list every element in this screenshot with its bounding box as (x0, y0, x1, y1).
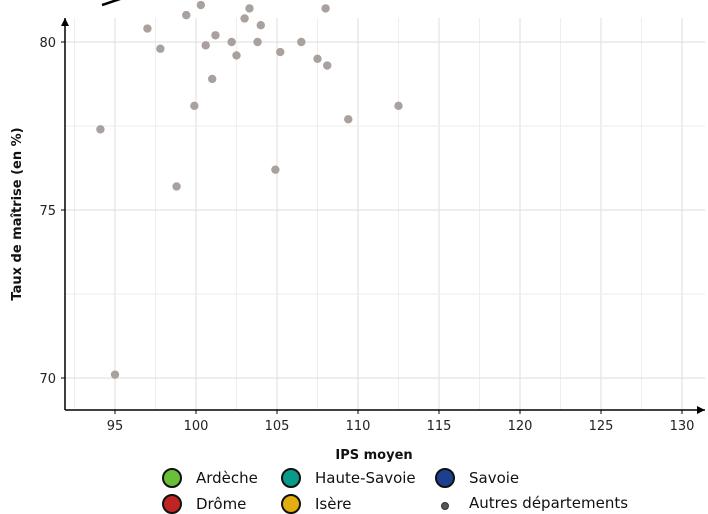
legend-item-ardeche: Ardèche (162, 468, 258, 488)
legend: Ardèche Haute-Savoie Savoie Drôme Isère … (0, 462, 708, 514)
legend-item-haute-savoie: Haute-Savoie (281, 468, 416, 488)
other-department-point (182, 10, 191, 20)
x-tick-label: 95 (107, 419, 124, 434)
legend-label-isere: Isère (315, 495, 352, 513)
legend-swatch-ardeche (162, 468, 182, 488)
legend-label-drome: Drôme (196, 495, 247, 513)
legend-label-savoie: Savoie (469, 469, 520, 487)
other-department-point (211, 31, 220, 40)
other-department-point (240, 14, 249, 23)
other-department-point (276, 47, 285, 57)
x-tick-label: 100 (184, 419, 209, 434)
gridlines (65, 18, 705, 410)
legend-item-autres: Autres départements (435, 494, 628, 512)
legend-item-drome: Drôme (162, 494, 246, 514)
y-tick-label: 70 (39, 372, 56, 387)
other-department-point (321, 4, 330, 13)
trend-line (101, 0, 121, 7)
other-department-point (190, 101, 199, 111)
x-tick-labels: 95 100 105 110 115 120 125 130 (107, 410, 695, 434)
other-department-point (245, 4, 254, 13)
other-department-point (344, 115, 353, 124)
other-department-point (394, 101, 403, 111)
x-tick-label: 115 (427, 419, 452, 434)
legend-swatch-autres (441, 502, 449, 510)
other-department-point (323, 61, 332, 70)
x-tick-label: 130 (670, 419, 695, 434)
x-tick-label: 105 (265, 419, 290, 434)
axes (61, 18, 705, 414)
x-tick-label: 125 (589, 419, 614, 434)
other-department-point (297, 37, 306, 47)
legend-label-haute-savoie: Haute-Savoie (315, 469, 416, 487)
other-department-point (232, 51, 241, 60)
legend-label-ardeche: Ardèche (196, 469, 258, 487)
x-axis-title: IPS moyen (335, 448, 412, 462)
x-axis-arrow (697, 406, 705, 414)
legend-item-isere: Isère (281, 494, 352, 514)
other-department-point (201, 41, 210, 50)
y-tick-label: 80 (39, 36, 56, 51)
trend-line-group (101, 0, 121, 7)
other-department-point (196, 0, 206, 10)
other-department-point (256, 21, 265, 30)
other-department-point (143, 24, 152, 33)
other-department-point (208, 74, 217, 84)
x-tick-label: 120 (508, 419, 533, 434)
legend-swatch-isere (281, 494, 301, 514)
other-department-point (96, 125, 105, 134)
other-departments-points (96, 0, 403, 379)
legend-item-savoie: Savoie (435, 468, 519, 488)
y-axis-title: Taux de maîtrise (en %) (10, 127, 25, 300)
y-axis-arrow (61, 18, 69, 26)
other-department-point (110, 370, 120, 379)
x-tick-label: 110 (346, 419, 371, 434)
y-tick-label: 75 (39, 204, 56, 219)
legend-swatch-drome (162, 494, 182, 514)
legend-swatch-savoie (435, 468, 455, 488)
other-department-point (227, 37, 236, 47)
other-department-point (253, 37, 262, 47)
other-department-point (156, 44, 165, 53)
y-tick-labels: 70758085 (39, 36, 65, 387)
other-department-point (172, 182, 181, 191)
legend-label-autres: Autres départements (469, 494, 629, 512)
legend-swatch-haute-savoie (281, 468, 301, 488)
other-department-point (271, 165, 280, 174)
other-department-point (313, 54, 322, 63)
